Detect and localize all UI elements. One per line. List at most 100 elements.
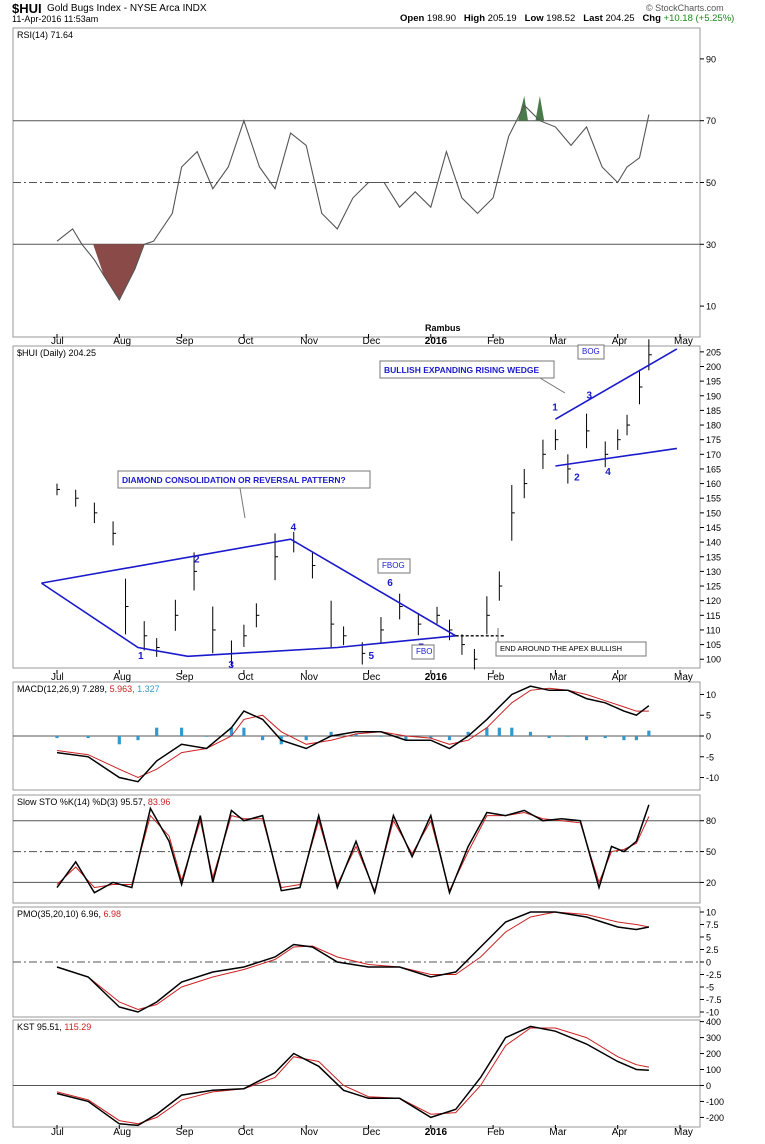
annotation-bog: BOG bbox=[582, 347, 600, 356]
y-tick-label: 5 bbox=[706, 711, 711, 721]
wave-point-label: 4 bbox=[291, 522, 297, 533]
annotation-diamond-box bbox=[117, 470, 371, 489]
x-tick-label: Oct bbox=[238, 1127, 254, 1138]
y-tick-label: 10 bbox=[706, 690, 716, 700]
macd-histogram-bar bbox=[117, 736, 121, 745]
annotation-pointer bbox=[539, 377, 566, 394]
x-tick-label: Sep bbox=[176, 672, 194, 683]
x-tick-label: 2016 bbox=[425, 1127, 448, 1138]
macd-histogram-bar bbox=[622, 736, 626, 741]
macd-histogram-bar bbox=[429, 736, 433, 739]
wave-point-label: 6 bbox=[387, 578, 393, 589]
macd-histogram-bar bbox=[329, 731, 333, 736]
annotation-fbo-box bbox=[411, 644, 435, 660]
y-tick-label: 120 bbox=[706, 596, 721, 606]
author-label: Rambus bbox=[425, 323, 461, 333]
kst-line bbox=[56, 1025, 649, 1127]
y-tick-label: 0 bbox=[706, 732, 711, 742]
kst-legend: KST 95.51, 115.29 bbox=[17, 1022, 91, 1032]
y-tick-label: 195 bbox=[706, 377, 721, 387]
y-tick-label: -7.5 bbox=[706, 995, 722, 1005]
macd-histogram-bar bbox=[485, 727, 489, 736]
watermark: © StockCharts.com bbox=[646, 3, 724, 13]
macd-legend: MACD(12,26,9) 7.289, 5.963, 1.327 bbox=[17, 684, 160, 694]
y-tick-label: 125 bbox=[706, 582, 721, 592]
annotation-wedge-box bbox=[379, 360, 555, 379]
y-tick-label: 7.5 bbox=[706, 920, 719, 930]
macd-line bbox=[56, 685, 650, 783]
y-tick-label: 130 bbox=[706, 567, 721, 577]
y-tick-label: 30 bbox=[706, 240, 716, 250]
annotation-pointer bbox=[239, 487, 246, 519]
macd-histogram-bar bbox=[260, 736, 265, 741]
macd-histogram-bar bbox=[136, 736, 140, 741]
x-tick-label: Jul bbox=[51, 1127, 64, 1138]
y-tick-label: 100 bbox=[706, 655, 721, 665]
x-tick-label: Mar bbox=[549, 672, 567, 683]
x-tick-label: Sep bbox=[176, 1127, 194, 1138]
y-tick-label: 5 bbox=[706, 933, 711, 943]
y-tick-label: 2.5 bbox=[706, 945, 719, 955]
panel-frame-5 bbox=[12, 1019, 701, 1128]
y-tick-label: 110 bbox=[706, 625, 720, 635]
macd-histogram-bar bbox=[647, 730, 651, 736]
x-tick-label: Mar bbox=[549, 336, 567, 347]
x-tick-label: Dec bbox=[363, 672, 381, 683]
wave-point-label: 2 bbox=[574, 473, 580, 484]
chg-value: +10.18 (+5.25%) bbox=[663, 13, 735, 24]
price-legend: $HUI (Daily) 204.25 bbox=[17, 348, 96, 358]
x-tick-label: Aug bbox=[113, 336, 131, 347]
y-tick-label: -200 bbox=[706, 1113, 724, 1123]
y-tick-label: -5 bbox=[706, 983, 714, 993]
y-tick-label: 70 bbox=[706, 116, 716, 126]
y-tick-label: 135 bbox=[706, 552, 721, 562]
y-tick-label: 50 bbox=[706, 847, 716, 857]
y-tick-label: 185 bbox=[706, 406, 721, 416]
y-tick-label: 10 bbox=[706, 908, 716, 918]
wave-point-label: 3 bbox=[228, 660, 234, 671]
x-tick-label: Aug bbox=[113, 672, 131, 683]
x-tick-label: May bbox=[674, 1127, 693, 1138]
y-tick-label: -2.5 bbox=[706, 970, 722, 980]
last-value: 204.25 bbox=[605, 13, 635, 24]
macd-histogram-bar bbox=[304, 736, 308, 741]
y-tick-label: -10 bbox=[706, 1008, 719, 1018]
open-value: 198.90 bbox=[426, 13, 456, 24]
annotation-apex: END AROUND THE APEX BULLISH bbox=[500, 644, 622, 653]
wave-point-label: 3 bbox=[587, 391, 593, 402]
y-tick-label: 140 bbox=[706, 538, 721, 548]
macd-histogram-bar bbox=[379, 736, 383, 737]
chg-label: Chg bbox=[642, 13, 661, 24]
low-label: Low bbox=[524, 13, 544, 24]
macd-signal-value: 5.963, bbox=[110, 684, 138, 694]
y-tick-label: 100 bbox=[706, 1065, 721, 1075]
y-tick-label: 165 bbox=[706, 464, 721, 474]
high-label: High bbox=[463, 13, 486, 24]
wave-point-label: 4 bbox=[605, 467, 611, 478]
sto-legend: Slow STO %K(14) %D(3) 95.57, 83.96 bbox=[17, 797, 170, 807]
pmo-legend: PMO(35,20,10) 6.96, 6.98 bbox=[17, 909, 121, 919]
x-tick-label: 2016 bbox=[425, 336, 448, 347]
y-tick-label: 155 bbox=[706, 494, 721, 504]
y-tick-label: 80 bbox=[706, 816, 716, 826]
macd-histogram-bar bbox=[55, 736, 59, 739]
macd-histogram-bar bbox=[634, 736, 638, 741]
x-tick-label: Nov bbox=[300, 672, 318, 683]
rsi-oversold-fill bbox=[93, 244, 145, 300]
annotation-diamond: DIAMOND CONSOLIDATION OR REVERSAL PATTER… bbox=[122, 475, 346, 485]
panel-frame-3 bbox=[12, 794, 701, 904]
macd-histogram-bar bbox=[354, 733, 358, 736]
pmo-signal-line bbox=[56, 911, 649, 1011]
x-tick-label: Dec bbox=[363, 336, 381, 347]
x-tick-label: Jul bbox=[51, 336, 64, 347]
y-tick-label: 300 bbox=[706, 1033, 721, 1043]
x-tick-label: Dec bbox=[363, 1127, 381, 1138]
y-tick-label: 200 bbox=[706, 362, 721, 372]
y-tick-label: 145 bbox=[706, 523, 721, 533]
rsi-legend: RSI(14) 71.64 bbox=[17, 30, 73, 40]
macd-histogram-bar bbox=[229, 727, 234, 736]
y-tick-label: 175 bbox=[706, 435, 721, 445]
macd-value: 7.289, bbox=[82, 684, 110, 694]
x-tick-label: May bbox=[674, 672, 693, 683]
x-tick-label: Feb bbox=[487, 1127, 505, 1138]
